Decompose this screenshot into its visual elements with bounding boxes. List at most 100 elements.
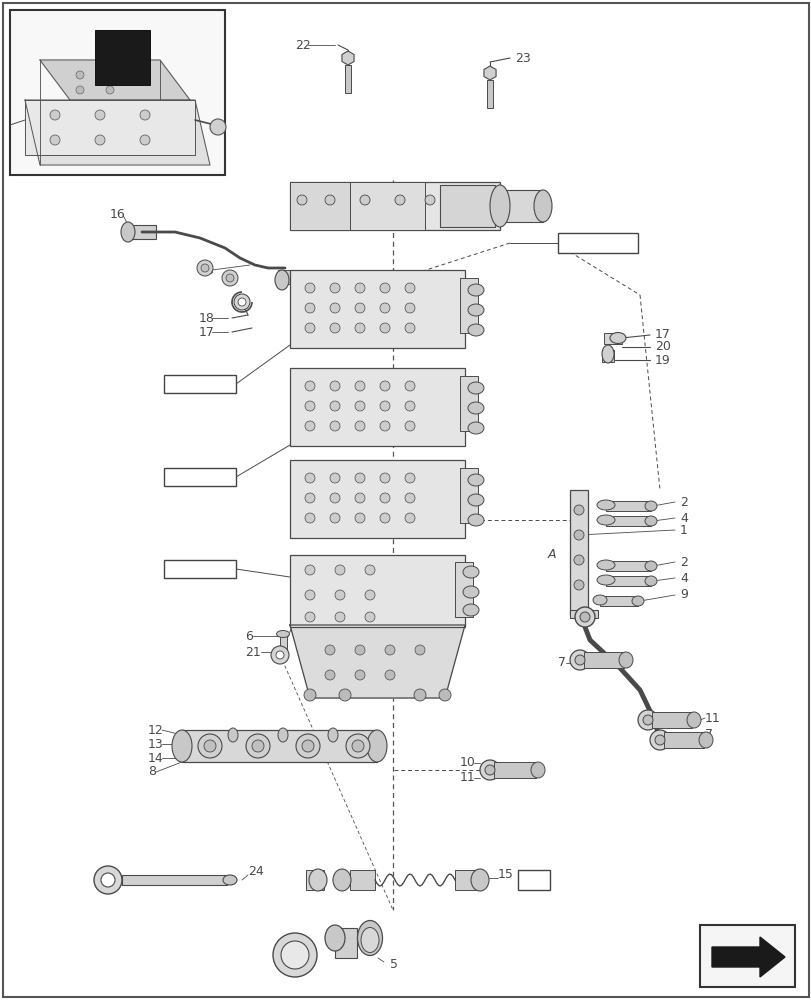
Circle shape	[405, 381, 414, 391]
Bar	[569, 610, 597, 618]
Circle shape	[405, 303, 414, 313]
Circle shape	[380, 323, 389, 333]
Circle shape	[354, 670, 365, 680]
Ellipse shape	[467, 422, 483, 434]
Text: 9: 9	[679, 588, 687, 601]
Text: 6: 6	[245, 630, 252, 643]
Circle shape	[324, 645, 335, 655]
Ellipse shape	[467, 402, 483, 414]
Circle shape	[642, 715, 652, 725]
Circle shape	[414, 645, 424, 655]
Ellipse shape	[462, 566, 478, 578]
Text: 22: 22	[294, 39, 311, 52]
Text: PAG. 1: PAG. 1	[568, 238, 603, 248]
Circle shape	[405, 493, 414, 503]
Bar	[95, 30, 150, 85]
Ellipse shape	[467, 382, 483, 394]
Text: 1: 1	[679, 524, 687, 536]
Circle shape	[354, 303, 365, 313]
Text: 13: 13	[148, 738, 164, 750]
Circle shape	[305, 473, 315, 483]
Ellipse shape	[361, 927, 379, 952]
Circle shape	[479, 760, 500, 780]
Text: A: A	[547, 548, 556, 562]
Ellipse shape	[275, 270, 289, 290]
Bar	[128, 225, 156, 239]
Circle shape	[296, 734, 320, 758]
Text: 21: 21	[245, 646, 260, 658]
Ellipse shape	[367, 730, 387, 762]
Bar	[699, 925, 794, 987]
Bar	[350, 182, 424, 230]
Ellipse shape	[489, 185, 509, 227]
Circle shape	[424, 195, 435, 205]
Circle shape	[649, 730, 669, 750]
Ellipse shape	[324, 925, 345, 951]
Circle shape	[210, 119, 225, 135]
Bar	[306, 870, 324, 890]
Circle shape	[297, 195, 307, 205]
Bar	[605, 561, 650, 571]
Circle shape	[335, 590, 345, 600]
Text: 2: 2	[679, 495, 687, 508]
Bar	[182, 730, 376, 762]
Circle shape	[329, 493, 340, 503]
Circle shape	[324, 195, 335, 205]
Bar	[605, 576, 650, 586]
Text: 23: 23	[514, 52, 530, 65]
Bar	[460, 376, 478, 431]
Ellipse shape	[357, 920, 382, 955]
Circle shape	[201, 264, 208, 272]
Circle shape	[246, 734, 270, 758]
Text: 2: 2	[679, 556, 687, 568]
Circle shape	[354, 421, 365, 431]
Circle shape	[106, 71, 114, 79]
Circle shape	[380, 381, 389, 391]
Text: PAG. 1: PAG. 1	[169, 379, 206, 389]
Ellipse shape	[596, 560, 614, 570]
Ellipse shape	[530, 762, 544, 778]
Bar	[10, 10, 225, 175]
Text: 14: 14	[148, 752, 164, 764]
Bar	[164, 375, 236, 393]
Text: 7: 7	[704, 728, 712, 742]
Circle shape	[305, 401, 315, 411]
Bar	[583, 652, 623, 668]
Circle shape	[305, 565, 315, 575]
Circle shape	[384, 670, 394, 680]
Bar	[599, 596, 637, 606]
Circle shape	[139, 110, 150, 120]
Circle shape	[573, 580, 583, 590]
Bar	[345, 65, 350, 93]
Bar	[601, 350, 613, 362]
Circle shape	[329, 381, 340, 391]
Circle shape	[380, 303, 389, 313]
Circle shape	[251, 740, 264, 752]
Text: 18: 18	[199, 312, 215, 324]
Bar	[290, 460, 465, 538]
Text: 10: 10	[460, 756, 475, 770]
Circle shape	[95, 110, 105, 120]
Circle shape	[50, 110, 60, 120]
Circle shape	[305, 493, 315, 503]
Circle shape	[305, 421, 315, 431]
Circle shape	[354, 401, 365, 411]
Bar	[290, 555, 465, 627]
Circle shape	[365, 565, 375, 575]
Bar	[164, 560, 236, 578]
Text: 20: 20	[654, 340, 670, 354]
Circle shape	[338, 689, 350, 701]
Circle shape	[329, 303, 340, 313]
Text: 24: 24	[247, 865, 264, 878]
Text: PAG. 1: PAG. 1	[169, 472, 206, 482]
Circle shape	[50, 135, 60, 145]
Circle shape	[405, 323, 414, 333]
Circle shape	[329, 473, 340, 483]
Circle shape	[335, 612, 345, 622]
Ellipse shape	[172, 730, 191, 762]
Bar	[350, 870, 375, 890]
Text: 11: 11	[460, 771, 475, 784]
Ellipse shape	[644, 516, 656, 526]
Ellipse shape	[631, 596, 643, 606]
Circle shape	[234, 294, 250, 310]
